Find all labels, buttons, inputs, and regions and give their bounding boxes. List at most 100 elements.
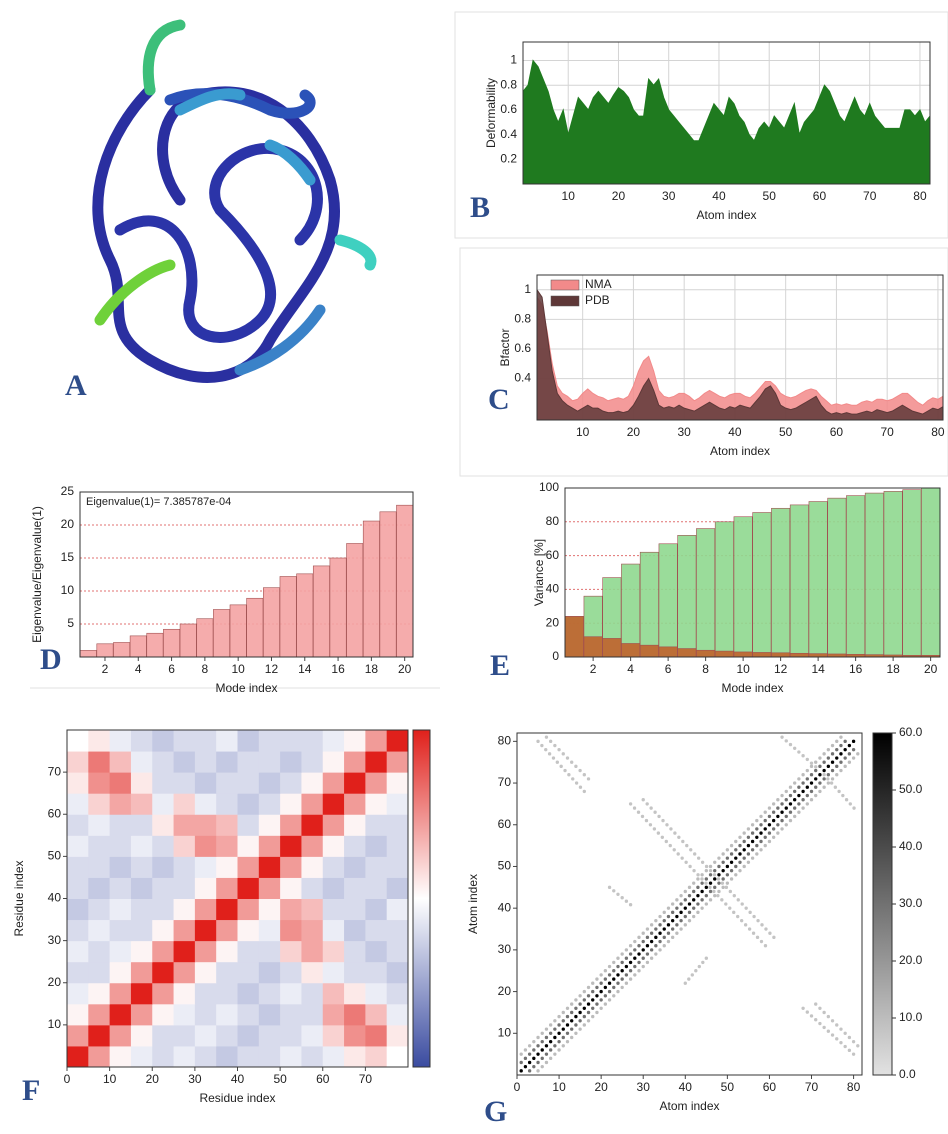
heatmap-cell [323,983,345,1005]
heatmap-cell [344,856,366,878]
x-tick-label: 0 [64,1072,71,1086]
legend-label: PDB [585,293,610,307]
heatmap-cell [238,856,260,878]
y-tick-label: 40 [48,891,62,905]
heatmap-cell [131,814,153,836]
heatmap-cell [88,899,110,921]
heatmap-cell [67,1046,89,1068]
y-tick-label: 15 [61,550,75,564]
x-tick-label: 14 [298,662,312,676]
page: A 10203040506070800.20.40.60.81Atom inde… [0,0,948,1134]
heatmap-cell [152,920,174,942]
heatmap-cell [110,1046,132,1068]
heatmap-cell [195,962,217,984]
heatmap-cell [323,793,345,815]
heatmap-cell [387,793,409,815]
heatmap-cell [88,772,110,794]
y-tick-label: 20 [498,984,512,998]
heatmap-cell [323,856,345,878]
heatmap-cell [174,1004,196,1026]
x-tick-label: 10 [576,425,590,439]
heatmap-cell [174,1046,196,1068]
heatmap-cell [174,920,196,942]
y-axis-label: Variance [%] [532,539,546,606]
x-tick-label: 20 [398,662,412,676]
heatmap-cell [88,1046,110,1068]
x-tick-label: 12 [265,662,279,676]
bar [734,652,752,657]
bar [753,652,771,657]
heatmap-cell [301,751,323,773]
heatmap-cell [365,877,387,899]
x-tick-label: 10 [552,1080,566,1094]
heatmap-cell [365,835,387,857]
bar [147,633,163,657]
x-tick-label: 2 [590,662,597,676]
heatmap-cell [216,856,238,878]
y-tick-label: 40 [498,900,512,914]
x-axis-label: Mode index [215,681,277,695]
y-tick-label: 0.6 [500,102,517,116]
y-tick-label: 60 [546,548,560,562]
bar [247,598,263,657]
heatmap-cell [131,920,153,942]
heatmap-cell [88,856,110,878]
x-tick-label: 10 [736,662,750,676]
colorbar-label: 30.0 [899,896,923,910]
legend-swatch [551,280,579,290]
heatmap-cell [259,877,281,899]
heatmap-cell [152,793,174,815]
bar [297,574,313,657]
heatmap-cell [387,899,409,921]
heatmap-cell [216,877,238,899]
legend-swatch [551,296,579,306]
bar [347,543,363,657]
heatmap-cell [131,856,153,878]
bar [753,513,771,657]
heatmap-cell [323,962,345,984]
heatmap-cell [301,899,323,921]
heatmap-cell [280,1025,302,1047]
heatmap-cell [280,983,302,1005]
colorbar-label: 50.0 [899,782,923,796]
heatmap-cell [216,772,238,794]
heatmap-cell [216,835,238,857]
heatmap-cell [110,1004,132,1026]
heatmap-cell [88,1004,110,1026]
heatmap-cell [365,793,387,815]
x-tick-label: 20 [924,662,938,676]
y-tick-label: 25 [61,484,75,498]
x-tick-label: 30 [188,1072,202,1086]
bar [790,505,808,657]
x-tick-label: 16 [331,662,345,676]
heatmap-cell [110,962,132,984]
heatmap-cell [174,941,196,963]
x-tick-label: 60 [316,1072,330,1086]
x-tick-label: 40 [231,1072,245,1086]
heatmap-cell [387,772,409,794]
y-tick-label: 80 [498,734,512,748]
x-tick-label: 10 [231,662,245,676]
heatmap-cell [67,793,89,815]
heatmap-cell [152,1046,174,1068]
heatmap-cell [88,730,110,752]
bar [715,522,733,657]
bar [603,638,621,657]
marks [67,730,409,1068]
heatmap-cell [259,1046,281,1068]
heatmap-cell [67,1004,89,1026]
heatmap-cell [238,983,260,1005]
heatmap-cell [88,751,110,773]
y-tick-label: 0.4 [500,127,517,141]
heatmap-cell [238,1046,260,1068]
heatmap-cell [131,1004,153,1026]
heatmap-cell [259,793,281,815]
panel-label: A [65,369,87,402]
heatmap-cell [301,1025,323,1047]
heatmap-cell [344,941,366,963]
heatmap-cell [174,877,196,899]
y-tick-label: 10 [48,1017,62,1031]
heatmap-cell [131,962,153,984]
bar [884,491,902,657]
